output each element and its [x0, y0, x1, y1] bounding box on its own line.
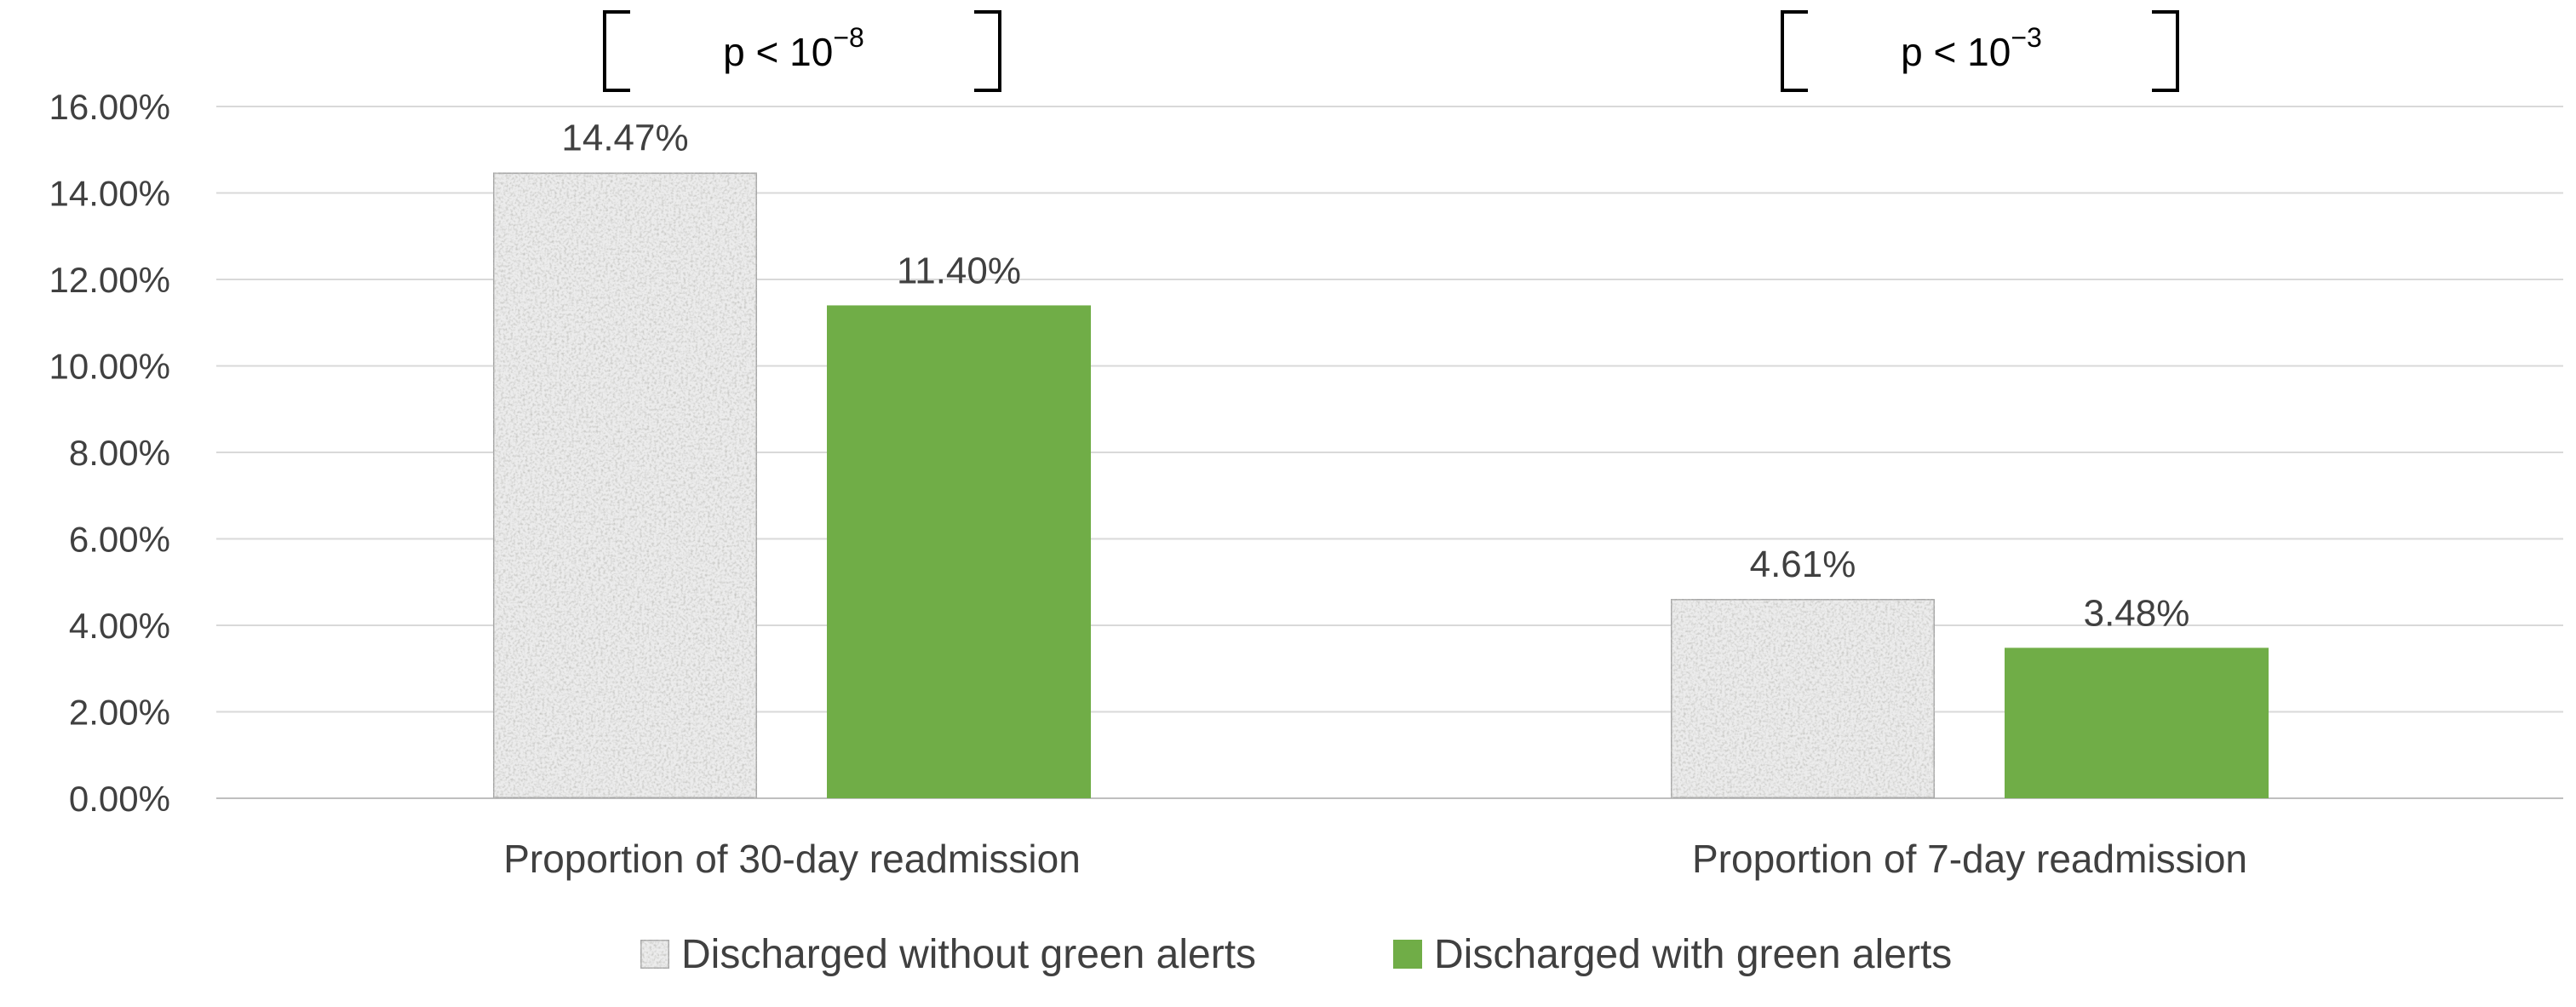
y-tick-label: 0.00%: [69, 779, 170, 819]
bracket-right: [2152, 10, 2179, 92]
y-axis-tick-labels: 0.00% 2.00% 4.00% 6.00% 8.00% 10.00% 12.00% 14.…: [49, 87, 170, 819]
bar-with-green-alerts: [2005, 647, 2269, 798]
data-label: 14.47%: [561, 118, 688, 159]
y-tick-label: 6.00%: [69, 520, 170, 560]
p-value-text: p < 10−8: [723, 22, 864, 74]
data-label: 4.61%: [1750, 544, 1856, 585]
y-tick-label: 8.00%: [69, 433, 170, 473]
data-label: 3.48%: [2084, 592, 2190, 634]
y-tick-label: 10.00%: [49, 347, 170, 387]
p-value-annotation: p < 10−3: [1781, 10, 2179, 92]
p-value-text: p < 10−3: [1901, 22, 2042, 74]
bar-without-green-alerts: [1669, 597, 1936, 800]
bar-with-green-alerts: [827, 305, 1091, 798]
significance-annotations: p < 10−8 p < 10−3: [603, 10, 2179, 92]
legend-label: Discharged with green alerts: [1434, 932, 1952, 977]
legend-swatch: [639, 938, 671, 970]
p-value-annotation: p < 10−8: [603, 10, 1001, 92]
legend-item: Discharged with green alerts: [1393, 932, 1952, 977]
bracket-left: [1781, 10, 1808, 92]
legend-label: Discharged without green alerts: [681, 932, 1256, 977]
bracket-left: [603, 10, 630, 92]
bar-without-green-alerts: [491, 171, 759, 800]
x-axis-category-labels: Proportion of 30-day readmission Proporti…: [503, 837, 2247, 881]
legend-item: Discharged without green alerts: [639, 932, 1256, 977]
y-tick-label: 12.00%: [49, 260, 170, 300]
y-tick-label: 2.00%: [69, 693, 170, 733]
data-label: 11.40%: [897, 250, 1021, 291]
x-category-label: Proportion of 7-day readmission: [1692, 837, 2247, 881]
data-labels: 14.47% 4.61% 11.40% 3.48%: [561, 118, 2189, 635]
y-tick-label: 16.00%: [49, 87, 170, 127]
bracket-right: [974, 10, 1001, 92]
legend-swatch: [1393, 940, 1422, 969]
y-tick-label: 14.00%: [49, 174, 170, 214]
bars: [491, 171, 2269, 800]
p-value-base: p < 10: [1901, 30, 2011, 74]
p-value-base: p < 10: [723, 30, 833, 74]
x-category-label: Proportion of 30-day readmission: [503, 837, 1081, 881]
p-value-exponent: −3: [2011, 22, 2041, 53]
p-value-exponent: −8: [833, 22, 863, 53]
legend: Discharged without green alerts Discharge…: [639, 932, 1952, 977]
y-tick-label: 4.00%: [69, 606, 170, 646]
